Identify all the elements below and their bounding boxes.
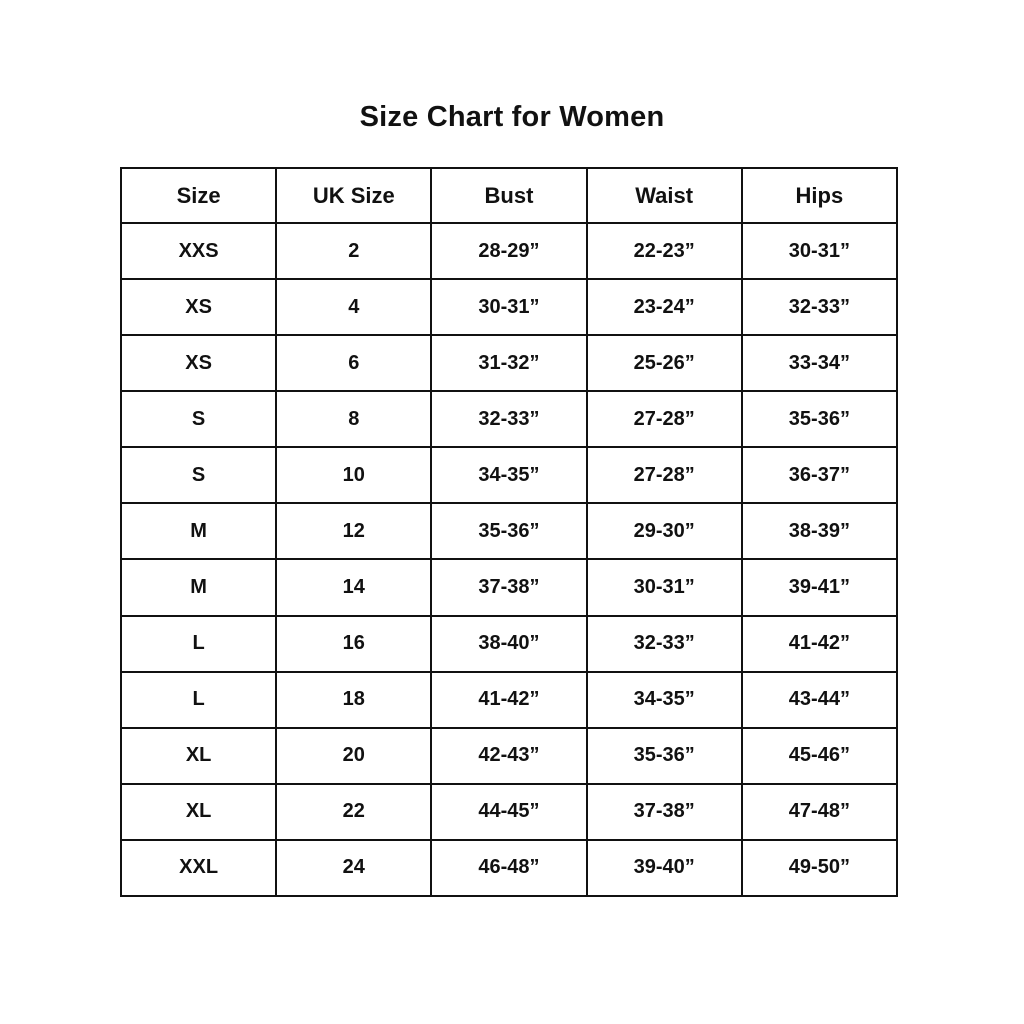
table-cell: 29-30”	[585, 502, 743, 561]
table-cell: XL	[119, 782, 278, 841]
table-cell: 20	[275, 726, 433, 785]
table-cell: 41-42”	[430, 670, 588, 729]
table-cell: 22	[275, 782, 433, 841]
table-cell: 35-36”	[585, 726, 743, 785]
page-title: Size Chart for Women	[359, 101, 665, 133]
table-cell: XS	[119, 278, 278, 337]
column-header-hips: Hips	[740, 167, 899, 224]
table-cell: 24	[275, 838, 433, 898]
table-cell: 32-33”	[740, 278, 899, 337]
table-cell: 6	[275, 334, 433, 393]
table-cell: 30-31”	[740, 221, 899, 281]
table-cell: 2	[275, 221, 433, 281]
table-row: M 12 35-36” 29-30” 38-39”	[119, 502, 899, 561]
table-cell: 22-23”	[585, 221, 743, 281]
table-cell: 33-34”	[740, 334, 899, 393]
table-cell: 35-36”	[430, 502, 588, 561]
header-row: Size UK Size Bust Waist Hips	[119, 167, 899, 224]
table-cell: 37-38”	[430, 558, 588, 617]
table-cell: 35-36”	[740, 390, 899, 449]
table-cell: 47-48”	[740, 782, 899, 841]
table-cell: 30-31”	[430, 278, 588, 337]
table-cell: 4	[275, 278, 433, 337]
table-row: XS 6 31-32” 25-26” 33-34”	[119, 334, 899, 393]
table-cell: XS	[119, 334, 278, 393]
table-row: M 14 37-38” 30-31” 39-41”	[119, 558, 899, 617]
table-cell: 18	[275, 670, 433, 729]
table-row: S 8 32-33” 27-28” 35-36”	[119, 390, 899, 449]
table-cell: XXS	[119, 221, 278, 281]
table-cell: XL	[119, 726, 278, 785]
column-header-size: Size	[119, 167, 278, 224]
table-cell: M	[119, 502, 278, 561]
table-cell: 41-42”	[740, 614, 899, 673]
table-row: XXL 24 46-48” 39-40” 49-50”	[119, 838, 899, 898]
table-cell: 46-48”	[430, 838, 588, 898]
table-cell: 14	[275, 558, 433, 617]
table-cell: 38-39”	[740, 502, 899, 561]
size-table-body: XXS 2 28-29” 22-23” 30-31” XS 4 30-31” 23-24” 32-…	[119, 221, 899, 898]
table-row: L 18 41-42” 34-35” 43-44”	[119, 670, 899, 729]
table-row: L 16 38-40” 32-33” 41-42”	[119, 614, 899, 673]
table-cell: 39-40”	[585, 838, 743, 898]
table-cell: 36-37”	[740, 446, 899, 505]
table-cell: 44-45”	[430, 782, 588, 841]
table-cell: 43-44”	[740, 670, 899, 729]
table-cell: 37-38”	[585, 782, 743, 841]
table-cell: 42-43”	[430, 726, 588, 785]
table-row: XL 22 44-45” 37-38” 47-48”	[119, 782, 899, 841]
table-cell: 38-40”	[430, 614, 588, 673]
table-cell: 34-35”	[585, 670, 743, 729]
table-cell: 49-50”	[740, 838, 899, 898]
table-cell: 45-46”	[740, 726, 899, 785]
table-cell: 27-28”	[585, 446, 743, 505]
table-cell: 27-28”	[585, 390, 743, 449]
table-cell: 32-33”	[430, 390, 588, 449]
size-table: Size UK Size Bust Waist Hips XXS 2 28-29” 2…	[119, 167, 899, 898]
table-cell: 23-24”	[585, 278, 743, 337]
table-cell: 16	[275, 614, 433, 673]
table-cell: 30-31”	[585, 558, 743, 617]
size-table-header: Size UK Size Bust Waist Hips	[119, 167, 899, 224]
table-cell: S	[119, 446, 278, 505]
table-row: S 10 34-35” 27-28” 36-37”	[119, 446, 899, 505]
table-cell: 32-33”	[585, 614, 743, 673]
column-header-bust: Bust	[430, 167, 588, 224]
size-table-container: Size UK Size Bust Waist Hips XXS 2 28-29” 2…	[119, 167, 899, 898]
table-row: XXS 2 28-29” 22-23” 30-31”	[119, 221, 899, 281]
table-row: XS 4 30-31” 23-24” 32-33”	[119, 278, 899, 337]
table-cell: L	[119, 670, 278, 729]
table-cell: 28-29”	[430, 221, 588, 281]
column-header-uk-size: UK Size	[275, 167, 433, 224]
table-cell: 34-35”	[430, 446, 588, 505]
table-cell: L	[119, 614, 278, 673]
table-cell: 8	[275, 390, 433, 449]
table-cell: XXL	[119, 838, 278, 898]
table-cell: 39-41”	[740, 558, 899, 617]
table-cell: M	[119, 558, 278, 617]
table-cell: 31-32”	[430, 334, 588, 393]
table-cell: S	[119, 390, 278, 449]
column-header-waist: Waist	[585, 167, 743, 224]
table-cell: 10	[275, 446, 433, 505]
table-cell: 12	[275, 502, 433, 561]
table-row: XL 20 42-43” 35-36” 45-46”	[119, 726, 899, 785]
table-cell: 25-26”	[585, 334, 743, 393]
